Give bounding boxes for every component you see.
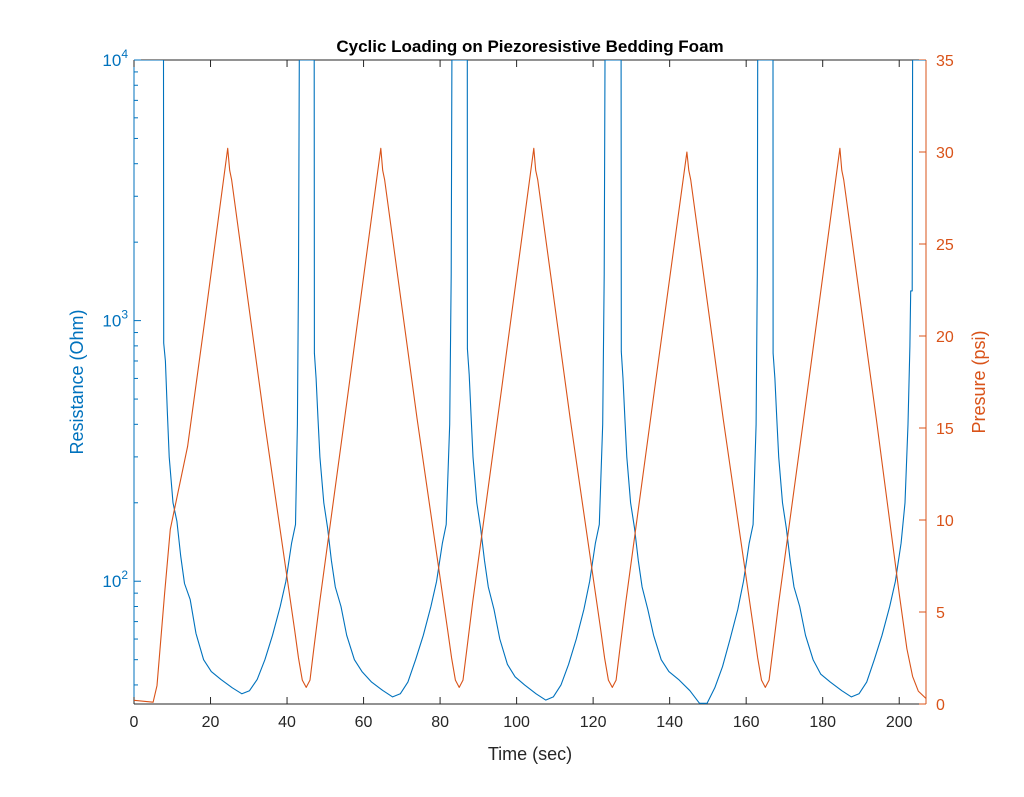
chart-title: Cyclic Loading on Piezoresistive Bedding… bbox=[336, 37, 723, 56]
right-tick-label: 5 bbox=[936, 605, 945, 622]
right-tick-label: 10 bbox=[936, 513, 954, 530]
right-tick-label: 25 bbox=[936, 237, 954, 254]
right-tick-label: 30 bbox=[936, 145, 954, 162]
axes: 0 20 40 60 80 100 120 140 160 180 200 102 103 104 0 5 10… bbox=[102, 47, 954, 731]
x-tick-label: 200 bbox=[886, 714, 913, 731]
right-axis-label: Presure (psi) bbox=[969, 330, 989, 433]
x-tick-label: 40 bbox=[278, 714, 296, 731]
x-tick-label: 80 bbox=[431, 714, 449, 731]
x-tick-label: 60 bbox=[355, 714, 373, 731]
left-tick-label: 103 bbox=[102, 308, 128, 331]
series-group bbox=[134, 60, 926, 704]
right-tick-label: 15 bbox=[936, 421, 954, 438]
right-tick-label: 20 bbox=[936, 329, 954, 346]
left-axis-label: Resistance (Ohm) bbox=[67, 309, 87, 454]
left-tick-label: 104 bbox=[102, 47, 128, 70]
right-tick-label: 0 bbox=[936, 697, 945, 714]
resistance-line bbox=[134, 60, 926, 704]
pressure-line bbox=[134, 147, 926, 703]
x-axis-label: Time (sec) bbox=[488, 744, 572, 764]
x-tick-label: 160 bbox=[733, 714, 760, 731]
right-tick-label: 35 bbox=[936, 53, 954, 70]
left-tick-label: 102 bbox=[102, 568, 128, 591]
x-tick-label: 120 bbox=[580, 714, 607, 731]
x-tick-label: 0 bbox=[130, 714, 139, 731]
x-tick-label: 180 bbox=[809, 714, 836, 731]
x-tick-label: 100 bbox=[503, 714, 530, 731]
x-tick-label: 140 bbox=[656, 714, 683, 731]
x-tick-label: 20 bbox=[202, 714, 220, 731]
